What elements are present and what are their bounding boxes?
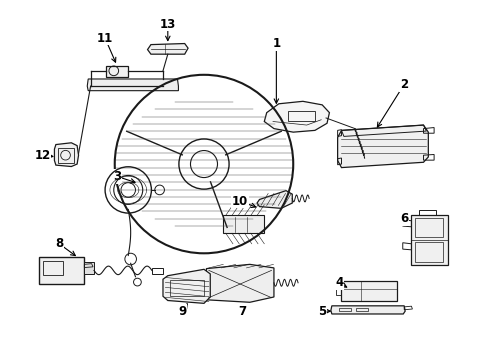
Bar xyxy=(152,268,163,274)
Polygon shape xyxy=(206,264,274,302)
Polygon shape xyxy=(87,79,178,91)
Text: 10: 10 xyxy=(232,195,248,208)
Bar xyxy=(412,215,448,265)
Bar xyxy=(289,111,315,121)
Bar xyxy=(416,242,443,262)
Bar xyxy=(416,217,443,237)
Bar xyxy=(170,280,204,296)
Polygon shape xyxy=(257,191,292,208)
Text: 1: 1 xyxy=(272,37,280,50)
Bar xyxy=(339,307,351,311)
Text: 11: 11 xyxy=(97,32,113,45)
Text: 3: 3 xyxy=(113,170,121,183)
Text: 7: 7 xyxy=(239,305,246,318)
Bar xyxy=(336,286,342,295)
Bar xyxy=(223,215,264,233)
Text: 13: 13 xyxy=(160,18,176,31)
Bar xyxy=(106,66,128,77)
Bar xyxy=(342,281,397,301)
Bar xyxy=(43,261,63,275)
Text: 12: 12 xyxy=(34,149,50,162)
Polygon shape xyxy=(264,101,329,132)
Polygon shape xyxy=(338,125,428,168)
Polygon shape xyxy=(163,269,210,303)
Polygon shape xyxy=(54,143,78,167)
Bar xyxy=(58,148,74,163)
Polygon shape xyxy=(147,44,188,54)
Text: 6: 6 xyxy=(400,212,408,225)
Text: 9: 9 xyxy=(178,305,186,318)
Bar xyxy=(356,307,368,311)
Text: 8: 8 xyxy=(55,237,63,250)
Polygon shape xyxy=(331,306,405,314)
Text: 2: 2 xyxy=(400,78,408,91)
Text: 5: 5 xyxy=(318,305,326,318)
Bar xyxy=(39,257,84,284)
Bar xyxy=(84,261,94,274)
Text: 4: 4 xyxy=(335,276,343,289)
